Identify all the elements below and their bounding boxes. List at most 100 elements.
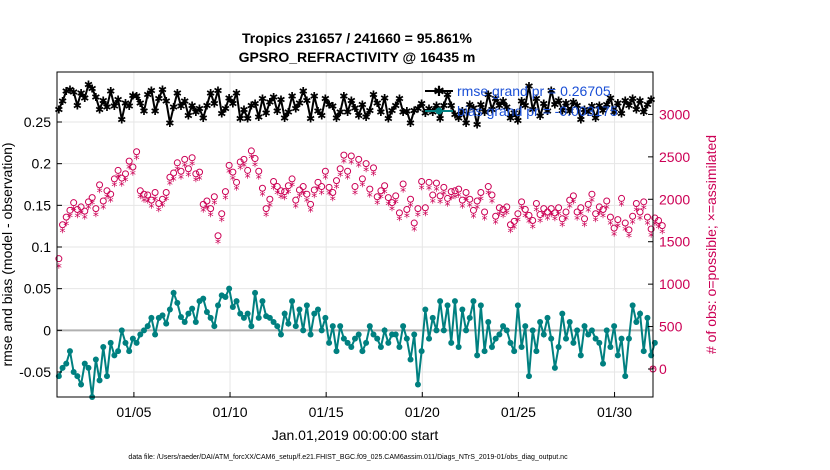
bias-point-118 (492, 335, 499, 342)
rmse-point-13: ✱ (102, 101, 111, 114)
assimilated-point-70: * (315, 183, 321, 197)
rmse-point-139: ✱ (569, 96, 578, 109)
bias-point-157 (637, 310, 644, 317)
possible-point-162 (655, 216, 663, 224)
assimilated-point-139: * (570, 197, 576, 211)
assimilated-point-4: * (71, 203, 77, 217)
assimilated-point-127: * (526, 216, 532, 230)
assimilated-point-98: * (419, 182, 425, 196)
rmse-point-43: ✱ (213, 84, 222, 97)
bias-point-36 (189, 305, 196, 312)
rmse-point-138: ✱ (565, 105, 574, 118)
possible-point-104 (440, 183, 448, 191)
assimilated-point-114: * (478, 193, 484, 207)
bias-point-58 (270, 319, 277, 325)
bias-series (55, 285, 658, 400)
bias-point-153 (622, 373, 629, 380)
rmse-point-10: ✱ (91, 91, 100, 104)
assimilated-point-152: * (619, 199, 625, 213)
possible-point-92 (395, 209, 403, 217)
possible-point-139 (569, 192, 577, 200)
rmse-point-21: ✱ (132, 90, 141, 103)
rmse-point-109: ✱ (458, 105, 467, 118)
rmse-point-59: ✱ (273, 105, 282, 118)
bias-point-54 (255, 314, 262, 321)
rmse-point-99: ✱ (421, 107, 430, 120)
assimilated-point-105: * (445, 199, 451, 213)
rmse-point-140: ✱ (573, 99, 582, 112)
assimilated-point-101: * (430, 196, 436, 210)
rmse-point-80: ✱ (350, 102, 359, 115)
bias-point-62 (285, 320, 292, 327)
bias-point-130 (537, 319, 544, 325)
bias-point-88 (381, 327, 388, 334)
possible-point-84 (366, 185, 374, 193)
assimilated-point-54: * (256, 172, 262, 186)
possible-point-14 (107, 190, 115, 198)
assimilated-point-65: * (296, 191, 302, 205)
assimilated-point-86: * (374, 198, 380, 212)
rmse-point-100: ✱ (424, 103, 433, 116)
bias-point-110 (463, 327, 470, 334)
y-tick-label-4: 0.15 (24, 197, 51, 213)
assimilated-point-123: * (511, 222, 517, 236)
bias-point-72 (322, 314, 329, 321)
possible-point-89 (384, 194, 392, 202)
possible-point-150 (610, 224, 618, 232)
bias-point-63 (289, 298, 296, 305)
rmse-point-52: ✱ (247, 99, 256, 112)
assimilated-point-146: * (596, 208, 602, 222)
possible-point-97 (414, 205, 422, 213)
rmse-point-8: ✱ (84, 79, 93, 92)
possible-point-57 (266, 195, 274, 203)
assimilated-point-110: * (463, 193, 469, 207)
bias-point-126 (522, 323, 529, 330)
rmse-point-50: ✱ (239, 104, 248, 117)
bias-point-12 (100, 344, 107, 350)
bias-point-140 (574, 327, 581, 334)
possible-point-68 (307, 200, 315, 208)
possible-point-128 (529, 216, 537, 224)
possible-point-100 (425, 178, 433, 186)
rmse-point-154: ✱ (624, 99, 633, 112)
possible-point-116 (484, 183, 492, 191)
rmse-point-17: ✱ (117, 114, 126, 127)
possible-point-140 (573, 208, 581, 216)
possible-point-71 (318, 183, 326, 191)
assimilated-point-42: * (211, 198, 217, 212)
rmse-point-5: ✱ (73, 99, 82, 112)
rmse-point-104: ✱ (439, 99, 448, 112)
possible-point-55 (258, 184, 266, 192)
bias-point-124 (514, 302, 521, 309)
assimilated-point-0: * (56, 261, 62, 275)
assimilated-point-136: * (559, 220, 565, 234)
rmse-point-18: ✱ (121, 97, 130, 110)
rmse-point-152: ✱ (617, 108, 626, 121)
rmse-point-136: ✱ (558, 104, 567, 117)
rmse-point-83: ✱ (361, 111, 370, 124)
rmse-point-102: ✱ (432, 99, 441, 112)
bias-point-19 (126, 348, 133, 355)
bias-point-133 (548, 335, 555, 342)
assimilated-point-14: * (108, 195, 114, 209)
possible-point-154 (625, 226, 633, 234)
assimilated-point-143: * (585, 205, 591, 219)
possible-point-43 (214, 232, 222, 240)
bias-point-76 (337, 323, 344, 330)
rmse-point-46: ✱ (225, 92, 234, 105)
assimilated-point-104: * (441, 188, 447, 202)
bias-point-69 (311, 310, 318, 317)
bias-point-45 (222, 294, 229, 300)
rmse-point-32: ✱ (173, 87, 182, 100)
bias-point-42 (211, 323, 218, 330)
rmse-point-85: ✱ (369, 89, 378, 102)
bias-point-119 (496, 331, 503, 338)
rmse-point-19: ✱ (125, 100, 134, 113)
possible-point-114 (477, 188, 485, 196)
bias-point-81 (355, 331, 362, 338)
possible-point-72 (321, 167, 329, 175)
possible-point-73 (325, 183, 333, 191)
assimilated-point-6: * (78, 208, 84, 222)
bias-point-24 (144, 323, 151, 330)
rmse-point-118: ✱ (491, 93, 500, 106)
